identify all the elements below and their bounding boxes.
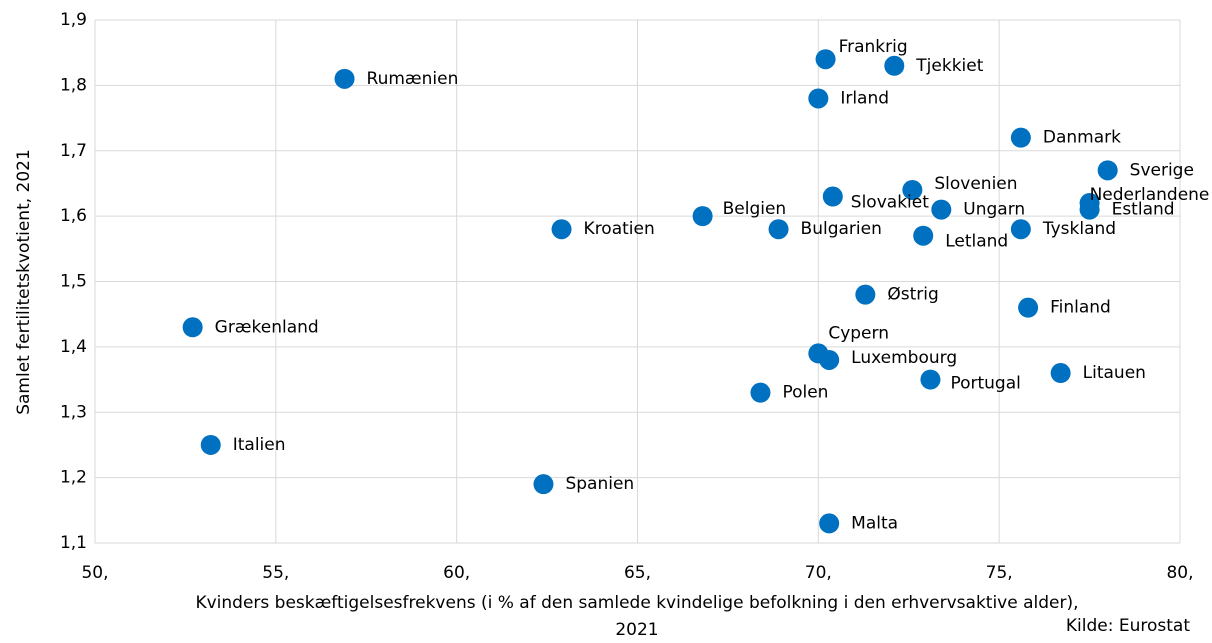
point-label: Bulgarien bbox=[801, 219, 882, 239]
point bbox=[808, 88, 829, 109]
point-label: Estland bbox=[1112, 200, 1175, 220]
point-label: Finland bbox=[1050, 298, 1111, 318]
y-tick-label: 1,6 bbox=[60, 206, 87, 226]
x-axis-label: 2021 bbox=[615, 620, 658, 640]
point bbox=[1010, 127, 1031, 148]
point bbox=[855, 284, 876, 305]
point-label: Tyskland bbox=[1042, 219, 1116, 239]
x-tick-label: 75, bbox=[986, 563, 1013, 583]
point bbox=[1097, 160, 1118, 181]
point bbox=[931, 199, 952, 220]
point-label: Cypern bbox=[828, 323, 889, 343]
point-label: Ungarn bbox=[963, 200, 1025, 220]
x-tick-label: 65, bbox=[624, 563, 651, 583]
point bbox=[768, 219, 789, 240]
point bbox=[815, 49, 836, 70]
point-label: Tjekkiet bbox=[915, 56, 983, 76]
point bbox=[913, 225, 934, 246]
point-label: Malta bbox=[851, 513, 898, 533]
point bbox=[1010, 219, 1031, 240]
point-label: Irland bbox=[840, 88, 889, 108]
y-tick-label: 1,3 bbox=[60, 402, 87, 422]
point-label: Spanien bbox=[565, 474, 634, 494]
point-label: Luxembourg bbox=[851, 348, 957, 368]
x-tick-label: 60, bbox=[443, 563, 470, 583]
y-tick-label: 1,7 bbox=[60, 141, 87, 161]
x-tick-label: 55, bbox=[262, 563, 289, 583]
y-tick-label: 1,8 bbox=[60, 75, 87, 95]
point bbox=[819, 349, 840, 370]
point-label: Polen bbox=[782, 383, 828, 403]
point-label: Frankrig bbox=[839, 37, 908, 57]
y-tick-label: 1,9 bbox=[60, 10, 87, 30]
point bbox=[692, 206, 713, 227]
point bbox=[200, 434, 221, 455]
point bbox=[750, 382, 771, 403]
point-label: Danmark bbox=[1043, 128, 1121, 148]
y-tick-label: 1,4 bbox=[60, 337, 87, 357]
point-label: Italien bbox=[233, 435, 286, 455]
point-label: Sverige bbox=[1130, 160, 1194, 180]
point-label: Rumænien bbox=[367, 69, 459, 89]
point bbox=[902, 179, 923, 200]
x-tick-label: 80, bbox=[1166, 563, 1193, 583]
point bbox=[182, 317, 203, 338]
point bbox=[884, 55, 905, 76]
point bbox=[822, 186, 843, 207]
point-label: Østrig bbox=[887, 285, 938, 305]
point-label: Litauen bbox=[1083, 363, 1146, 383]
point bbox=[920, 369, 941, 390]
point bbox=[533, 474, 554, 495]
point bbox=[1050, 363, 1071, 384]
point bbox=[819, 513, 840, 534]
x-tick-label: 50, bbox=[81, 563, 108, 583]
point-label: Portugal bbox=[950, 374, 1020, 394]
point-label: Slovenien bbox=[934, 174, 1017, 194]
point-label: Slovakiet bbox=[851, 193, 929, 213]
y-tick-label: 1,5 bbox=[60, 272, 87, 292]
x-tick-label: 70, bbox=[805, 563, 832, 583]
y-tick-label: 1,2 bbox=[60, 468, 87, 488]
point-label: Grækenland bbox=[215, 317, 319, 337]
point-label: Letland bbox=[945, 232, 1008, 252]
point bbox=[334, 68, 355, 89]
point-label: Kroatien bbox=[584, 219, 655, 239]
x-axis-label: Kvinders beskæftigelsesfrekvens (i % af … bbox=[195, 593, 1078, 613]
point bbox=[1079, 199, 1100, 220]
point-label: Belgien bbox=[723, 199, 787, 219]
point-label: Nederlandene bbox=[1090, 185, 1210, 205]
source: Kilde: Eurostat bbox=[1066, 616, 1190, 636]
point bbox=[551, 219, 572, 240]
y-tick-label: 1,1 bbox=[60, 533, 87, 553]
point bbox=[1018, 297, 1039, 318]
y-axis-label: Samlet fertilitetskvotient, 2021 bbox=[14, 149, 34, 415]
